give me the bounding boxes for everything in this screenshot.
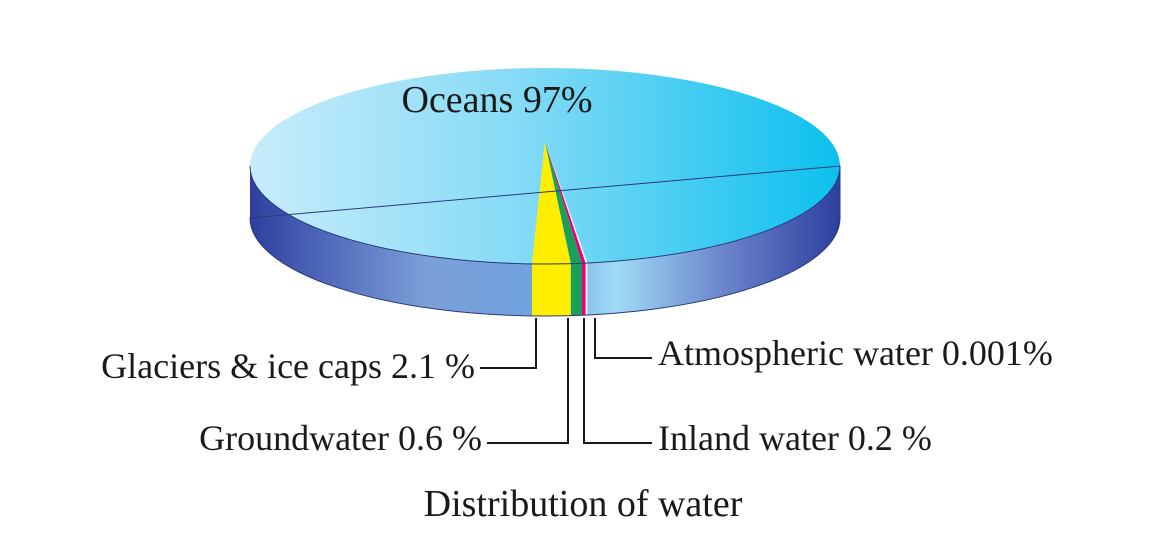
pie-rim (250, 166, 840, 316)
slice-inland-water-front (581, 263, 586, 316)
slice-label-atmospheric-water: Atmospheric water 0.001% (658, 333, 1053, 373)
slice-label-groundwater: Groundwater 0.6 % (199, 418, 482, 458)
slice-glaciers-front (531, 263, 571, 317)
slice-atmospheric-water-front (585, 262, 588, 316)
pie (249, 67, 841, 317)
slice-groundwater (545, 142, 582, 264)
slice-groundwater-front (570, 263, 582, 316)
slice-label-oceans: Oceans 97% (402, 79, 593, 121)
leader-inland-water (583, 318, 652, 444)
slice-label-glaciers: Glaciers & ice caps 2.1 % (101, 346, 475, 386)
slice-atmospheric-water (545, 142, 588, 264)
slice-label-inland-water: Inland water 0.2 % (658, 418, 932, 458)
chart-title: Distribution of water (424, 483, 743, 525)
leader-lines (480, 318, 652, 444)
pie-edge-outline (249, 165, 841, 317)
leader-glaciers (480, 318, 537, 369)
slice-oceans (250, 67, 840, 264)
slice-glaciers (531, 142, 571, 265)
small-slices (531, 142, 588, 265)
slice-inland-water (545, 142, 586, 264)
slice-front-faces (531, 262, 588, 317)
leader-groundwater (487, 318, 569, 444)
leader-atmospheric-water (594, 318, 652, 359)
